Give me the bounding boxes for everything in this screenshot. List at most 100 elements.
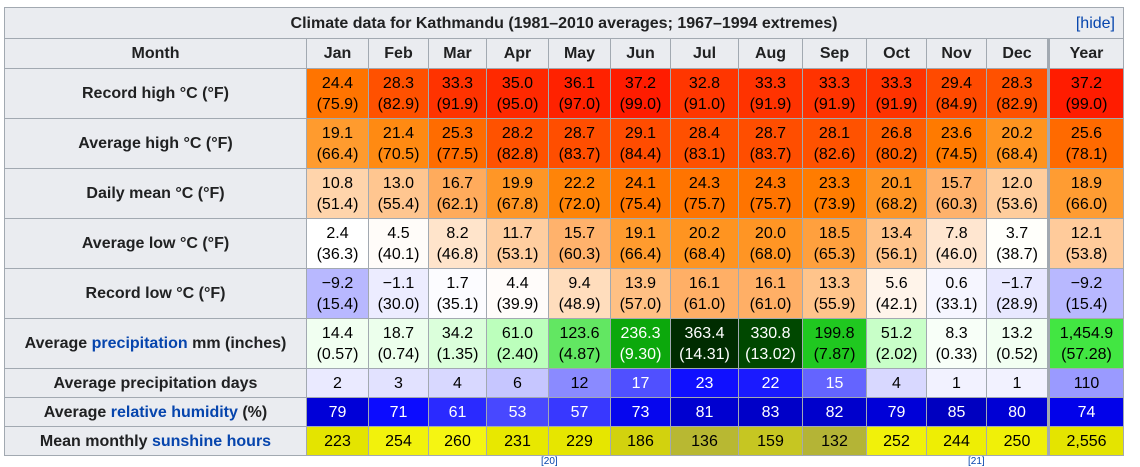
row-label-text: Mean monthly [39,432,152,450]
cell-value: 51.2 [880,324,913,342]
cell-value-fahrenheit: (14.31) [679,345,730,363]
cell-value: 0.6 [945,274,968,292]
table-body: Record high °C (°F) 24.4 (75.9) 28.3 (82.9) 3… [4,68,1124,456]
row-label-text: Average precipitation days [53,374,258,392]
data-cell: 29.4 (84.9) [926,68,987,119]
table-caption: Climate data for Kathmandu (1981–2010 av… [4,7,1124,39]
data-cell: 4.4 (39.9) [486,268,549,319]
data-cell: 28.4 (83.1) [670,118,739,169]
cell-value-fahrenheit: (83.7) [558,145,601,163]
month-header-oct: Oct [866,38,927,69]
cell-value: 25.3 [441,124,474,142]
month-header-jan: Jan [306,38,369,69]
cell-value-fahrenheit: (2.40) [496,345,539,363]
table-row: Daily mean °C (°F) 10.8 (51.4) 13.0 (55.4) 16… [4,168,1124,219]
citation-ref-20[interactable]: [20] [541,456,558,467]
cell-value: −9.2 [1070,274,1103,292]
data-cell: 12.0 (53.6) [986,168,1049,219]
data-cell: 223 [306,426,369,456]
cell-value-fahrenheit: (91.9) [813,95,856,113]
cell-value-fahrenheit: (35.1) [436,295,479,313]
data-cell: 15 [802,368,867,398]
data-cell: 1 [986,368,1049,398]
cell-value-fahrenheit: (38.7) [996,245,1038,263]
data-cell: 15.7 (60.3) [548,218,611,269]
data-cell: 20.1 (68.2) [866,168,927,219]
cell-value: 33.3 [441,74,474,92]
hide-link[interactable]: [hide] [1075,15,1115,32]
citation-ref-21[interactable]: [21] [968,456,985,467]
cell-value-fahrenheit: (51.4) [316,195,359,213]
row-label-text: Average [43,403,111,421]
data-cell: 132 [802,426,867,456]
cell-value: 18.7 [382,324,415,342]
data-cell: 123.6 (4.87) [548,318,611,369]
data-cell: 24.1 (75.4) [610,168,671,219]
cell-value: 20.2 [1001,124,1033,142]
cell-value: 18.5 [818,224,851,242]
cell-value-fahrenheit: (82.9) [996,95,1038,113]
data-cell: 34.2 (1.35) [428,318,487,369]
cell-value-fahrenheit: (36.3) [316,245,359,263]
month-header-sep: Sep [802,38,867,69]
cell-value-fahrenheit: (77.5) [436,145,479,163]
cell-value: 34.2 [441,324,474,342]
cell-value: 4 [453,374,462,392]
cell-value: 223 [324,432,351,450]
cell-value-fahrenheit: (60.3) [935,195,978,213]
hide-toggle[interactable]: [hide] [1076,13,1115,34]
data-cell: 51.2 (2.02) [866,318,927,369]
data-cell: 13.4 (56.1) [866,218,927,269]
row-label-link[interactable]: precipitation [91,335,188,352]
data-cell: 22.2 (72.0) [548,168,611,219]
cell-value-fahrenheit: (82.9) [377,95,420,113]
year-cell: −9.2 (15.4) [1047,268,1124,319]
data-cell: 53 [486,397,549,427]
data-cell: 18.7 (0.74) [368,318,429,369]
data-cell: 1.7 (35.1) [428,268,487,319]
row-label-link[interactable]: relative humidity [110,403,238,421]
cell-value: −9.2 [321,274,354,292]
cell-value-fahrenheit: (68.2) [875,195,918,213]
cell-value-fahrenheit: (68.4) [996,145,1038,163]
cell-value: −1.7 [1001,274,1033,292]
cell-value: 25.6 [1070,124,1103,142]
data-cell: 2 [306,368,369,398]
cell-value: 80 [1008,403,1026,421]
row-label-link[interactable]: sunshine hours [151,432,272,450]
month-header: Month [4,38,307,69]
cell-value: 252 [883,432,910,450]
cell-value: 22 [761,374,780,392]
cell-value-fahrenheit: (57.0) [619,295,662,313]
data-cell: −9.2 (15.4) [306,268,369,319]
climate-table: Climate data for Kathmandu (1981–2010 av… [4,7,1124,456]
data-cell: 250 [986,426,1049,456]
month-header-may: May [548,38,611,69]
cell-value-fahrenheit: (99.0) [1065,95,1108,113]
cell-value: 13.4 [880,224,913,242]
data-cell: 8.2 (46.8) [428,218,487,269]
cell-value-fahrenheit: (66.0) [1065,195,1108,213]
cell-value: 29.1 [624,124,657,142]
cell-value: 71 [389,403,408,421]
cell-value-fahrenheit: (82.8) [496,145,539,163]
cell-value-fahrenheit: (15.4) [1065,295,1108,313]
cell-value: 13.0 [382,174,415,192]
cell-value-fahrenheit: (53.1) [496,245,539,263]
cell-value: 10.8 [321,174,354,192]
data-cell: 159 [738,426,803,456]
month-header-row: Month Jan Feb Mar Apr May Jun Jul Aug Sep Oct Nov D… [4,38,1124,69]
cell-value: 15.7 [940,174,973,192]
cell-value: 3.7 [1005,224,1029,242]
data-cell: 16.1 (61.0) [738,268,803,319]
row-label-text: mm (inches) [187,335,287,352]
month-header-jul: Jul [670,38,739,69]
data-cell: 4.5 (40.1) [368,218,429,269]
data-cell: −1.1 (30.0) [368,268,429,319]
cell-value: 33.3 [818,74,851,92]
cell-value-fahrenheit: (83.7) [749,145,792,163]
cell-value-fahrenheit: (9.30) [619,345,662,363]
cell-value-fahrenheit: (99.0) [619,95,662,113]
data-cell: 33.3 (91.9) [738,68,803,119]
table-row: Record high °C (°F) 24.4 (75.9) 28.3 (82.9) 3… [4,68,1124,119]
